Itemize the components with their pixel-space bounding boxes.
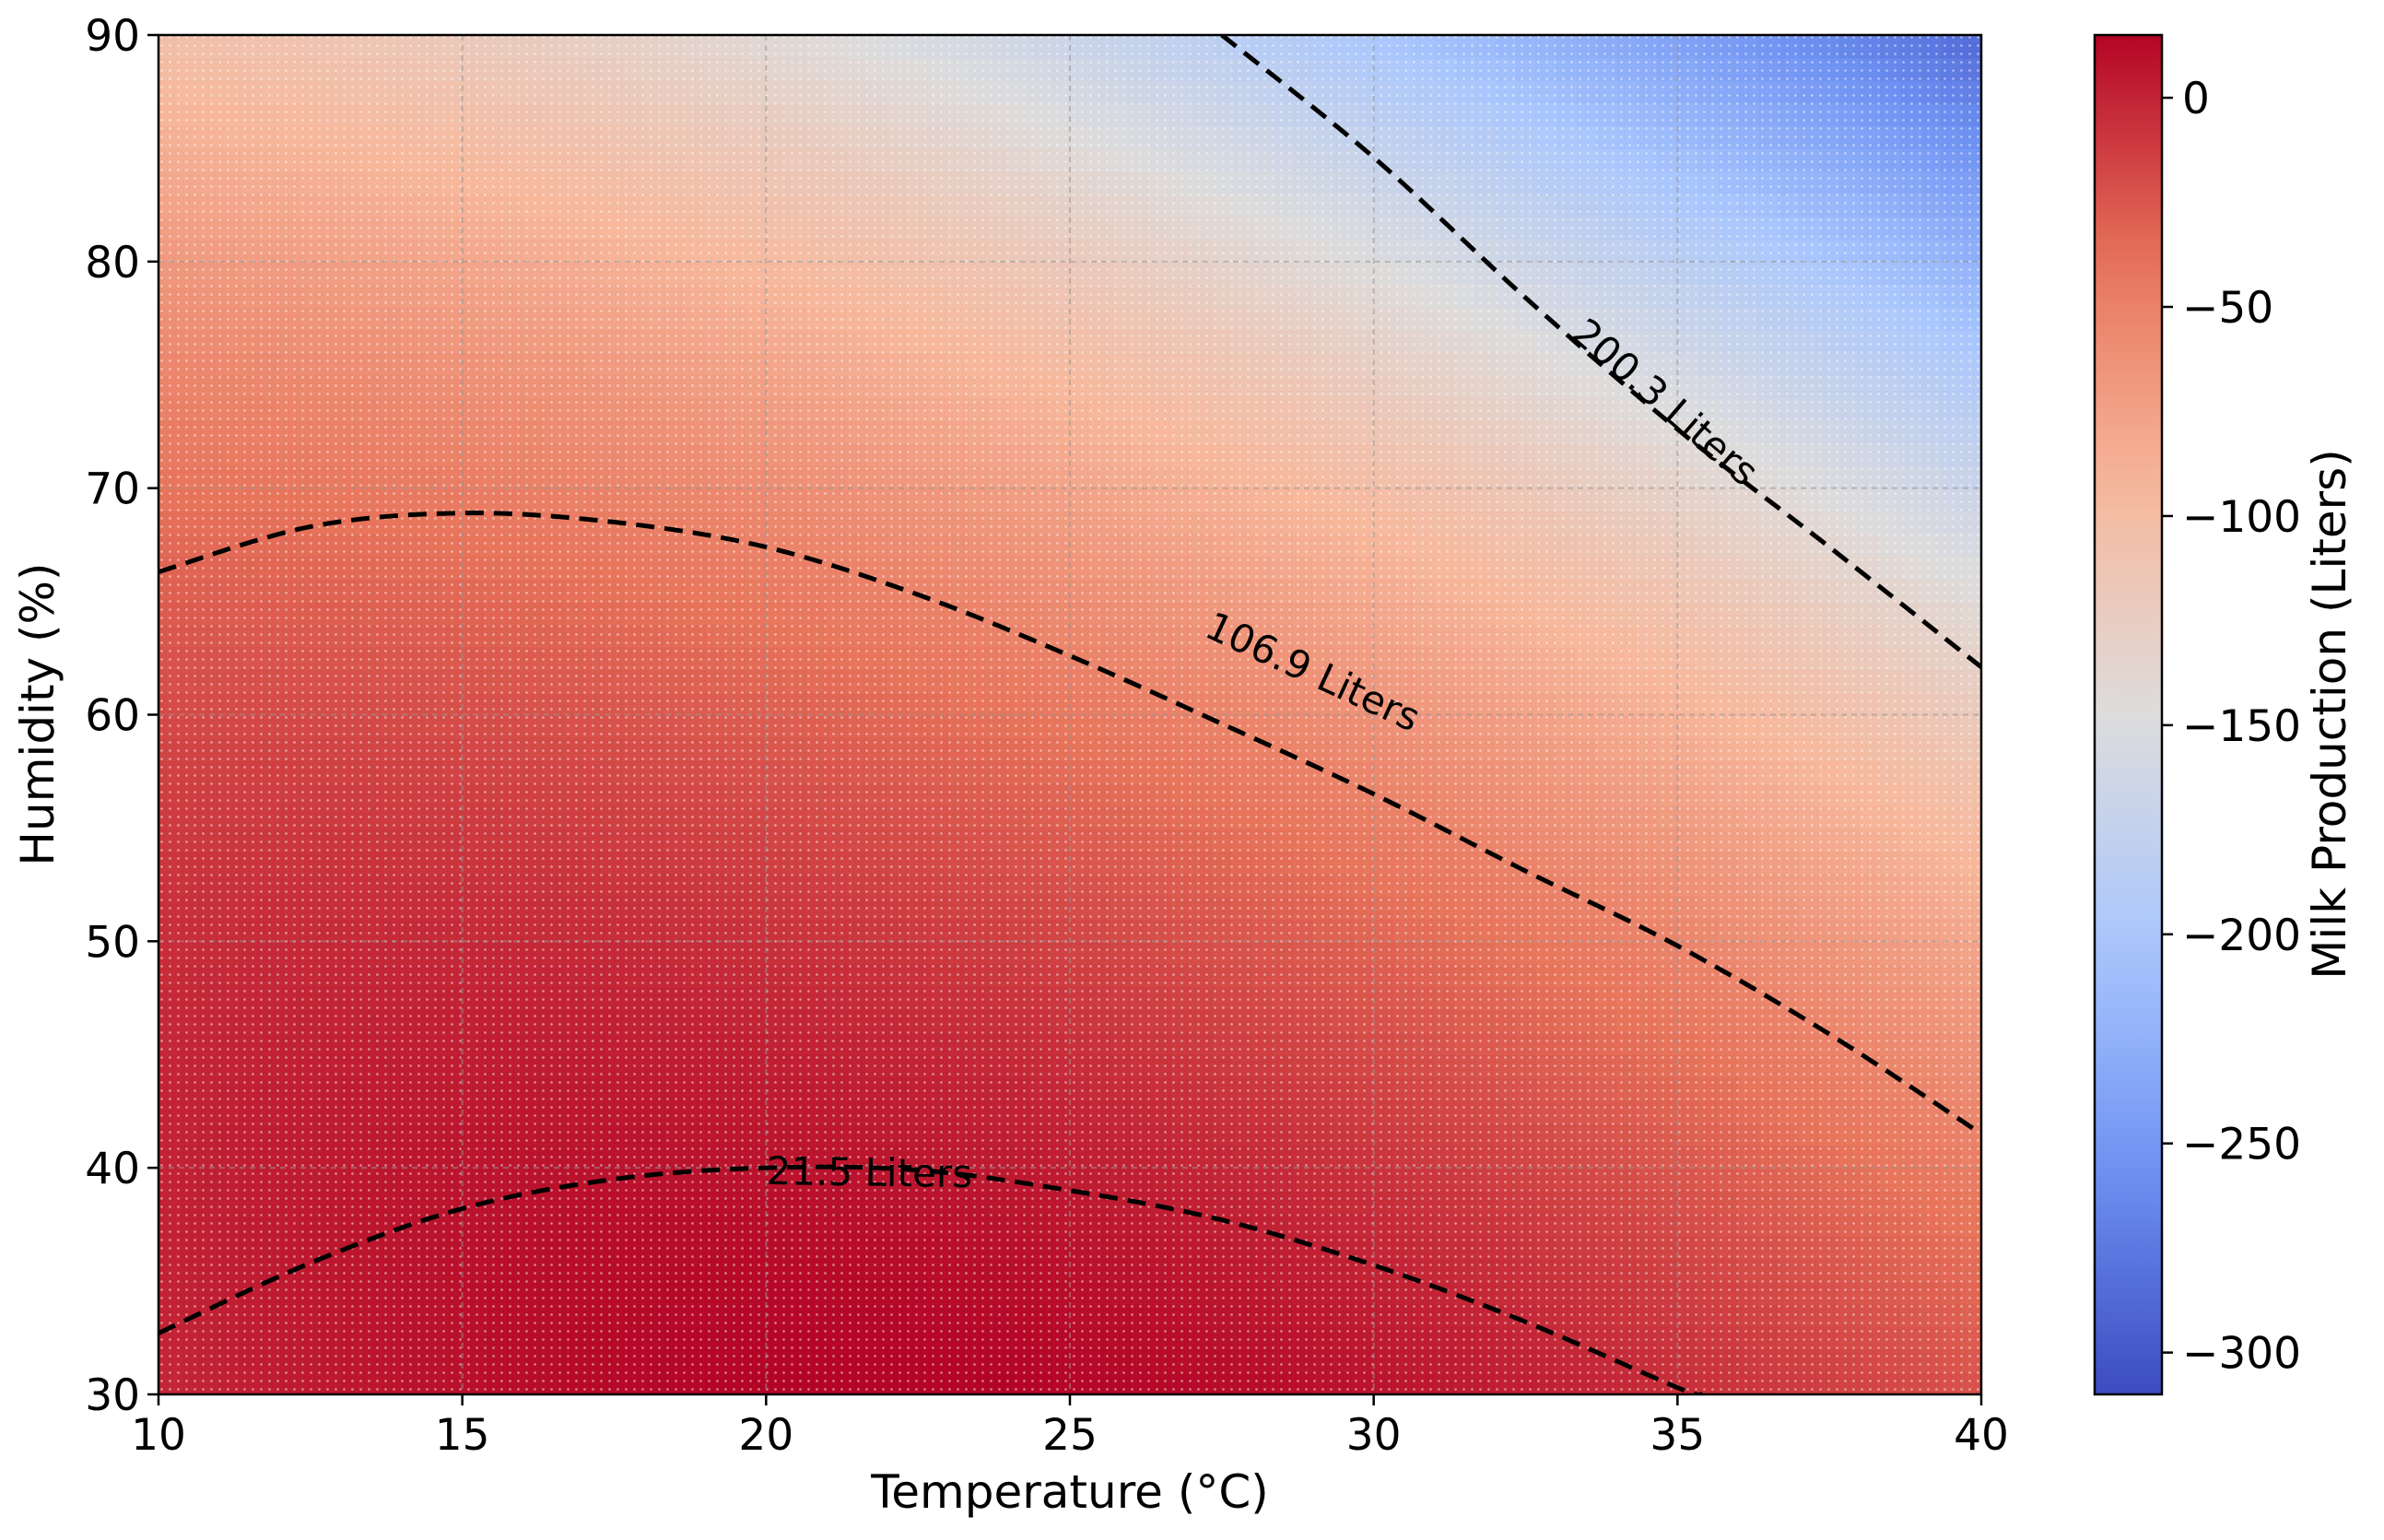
- heatmap-chart: 21.5 Liters106.9 Liters200.3 Liters 10 15…: [11, 11, 2356, 1519]
